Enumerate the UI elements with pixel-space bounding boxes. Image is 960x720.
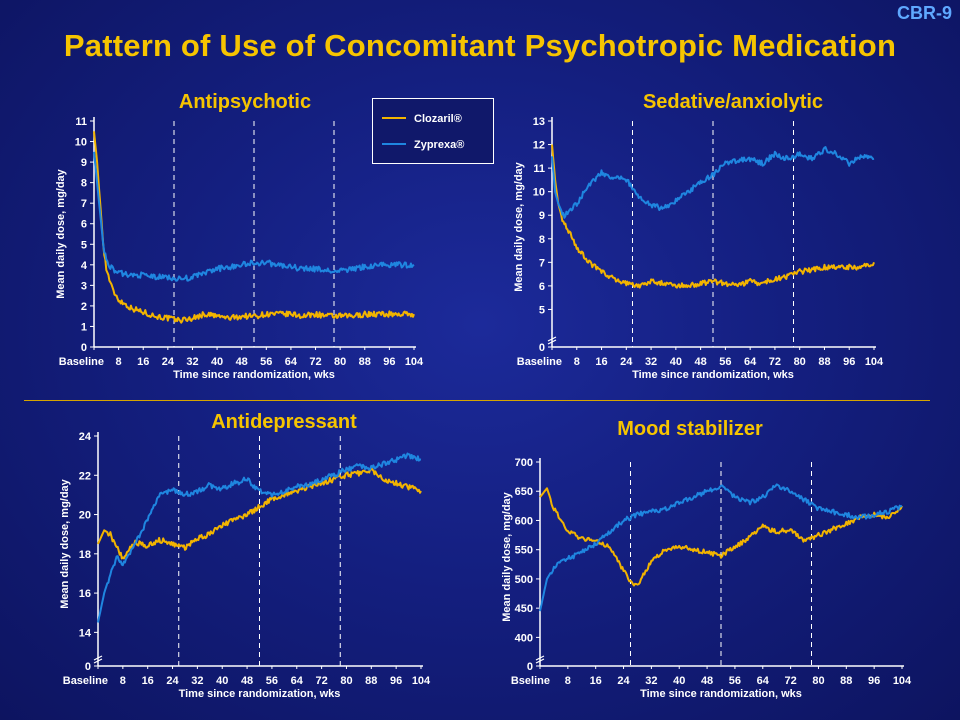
antipsychoticx-tick-label: 72	[309, 356, 321, 368]
slide-title: Pattern of Use of Concomitant Psychotrop…	[63, 28, 897, 63]
antipsychoticy-tick-label: 1	[81, 321, 87, 333]
antipsychoticy-tick-label: 8	[81, 178, 87, 190]
antipsychoticzyprexa-line	[93, 151, 415, 282]
antipsychotictitle: Antipsychotic	[179, 91, 311, 113]
antipsychoticx-axis-label: Time since randomization, wks	[173, 369, 335, 381]
antipsychoticx-tick-label: 80	[334, 356, 346, 368]
panel-divider	[24, 400, 930, 401]
antipsychoticx-tick-label: 56	[260, 356, 272, 368]
antipsychoticy-tick-label: 2	[81, 301, 87, 313]
antipsychoticx-tick-label: 64	[285, 356, 298, 368]
antipsychoticx-tick-label: 8	[116, 356, 122, 368]
antipsychoticx-tick-label: 32	[186, 356, 198, 368]
antipsychoticx-tick-label: 40	[211, 356, 223, 368]
antipsychoticx-tick-label: 104	[405, 356, 424, 368]
slide-id: CBR-9	[896, 3, 952, 23]
antipsychoticy-tick-label: 11	[75, 116, 87, 128]
legend-box	[372, 98, 494, 164]
antipsychoticy-tick-label: 7	[81, 198, 87, 210]
antipsychoticy-tick-label: 3	[81, 280, 87, 292]
antipsychoticx-tick-label: 48	[236, 356, 248, 368]
antipsychoticx-tick-label: 96	[383, 356, 395, 368]
antipsychoticy-tick-label: 5	[81, 239, 87, 251]
antipsychoticx-tick-label: 24	[162, 356, 175, 368]
antipsychoticy-tick-label: 0	[81, 342, 87, 354]
antipsychoticclozaril-line	[93, 131, 415, 324]
antipsychoticy-axis-label: Mean daily dose, mg/day	[55, 168, 67, 298]
chart-legend: Clozaril® Zyprexa®	[372, 98, 494, 164]
antipsychoticx-tick-label: Baseline	[59, 356, 104, 368]
antipsychoticy-tick-label: 10	[75, 137, 87, 149]
antipsychoticy-tick-label: 6	[81, 219, 87, 231]
antipsychoticy-tick-label: 4	[81, 260, 88, 272]
legend-label-clozaril: Clozaril®	[414, 113, 462, 125]
legend-label-zyprexa: Zyprexa®	[414, 139, 464, 151]
antipsychoticx-tick-label: 16	[137, 356, 149, 368]
antipsychoticx-tick-label: 88	[359, 356, 371, 368]
antipsychoticy-tick-label: 9	[81, 157, 87, 169]
